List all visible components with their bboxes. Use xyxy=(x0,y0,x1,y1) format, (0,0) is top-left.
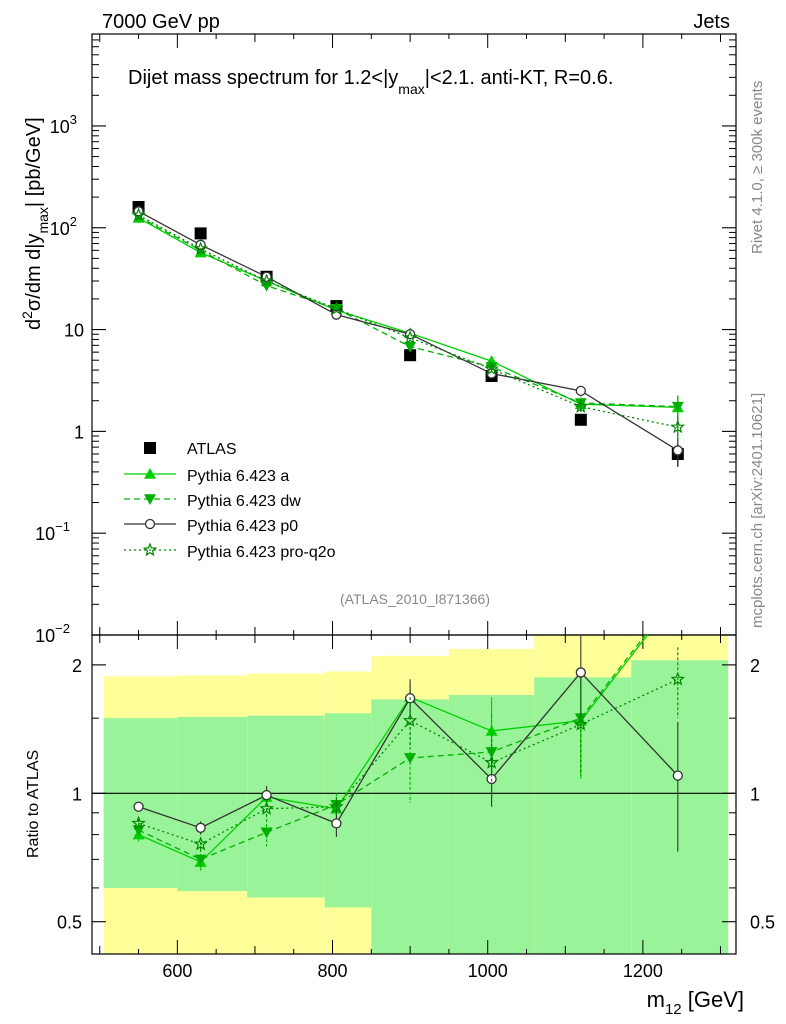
legend-marker-a xyxy=(144,468,156,479)
ratio-point-dw xyxy=(194,854,207,866)
ratio-point-pro xyxy=(670,671,686,686)
point-atlas xyxy=(574,413,587,426)
ratio-series-p0 xyxy=(133,635,683,852)
legend-label-a: Pythia 6.423 a xyxy=(187,468,289,485)
xtick-label: 600 xyxy=(162,961,192,981)
point-p0 xyxy=(672,445,683,456)
xtick-label: 1200 xyxy=(623,961,663,981)
side-label-mcplots: mcplots.cern.ch [arXiv:2401.10621] xyxy=(749,393,766,628)
point-p0 xyxy=(575,385,586,397)
ratio-point-pro xyxy=(573,716,589,731)
ratio-plot-frame xyxy=(91,634,737,955)
plot-title: Dijet mass spectrum for 1.2<|ymax|<2.1. … xyxy=(128,67,613,97)
main-ylabel: d2σ/dm d|ymax| [pb/GeV] xyxy=(19,117,51,330)
point-pro xyxy=(573,398,589,413)
ratio-point-dw xyxy=(485,747,498,758)
ratio-bands xyxy=(92,635,736,954)
main-ytick-label: 10 xyxy=(64,321,84,341)
ratio-ytick-label: 2 xyxy=(72,656,82,676)
ratio-point-dw xyxy=(404,753,417,764)
series-line-a xyxy=(138,217,678,409)
series-a xyxy=(132,211,684,423)
xtick-label: 1000 xyxy=(468,961,508,981)
ratio-point-pro xyxy=(329,799,344,813)
series-line-dw xyxy=(138,216,678,408)
ratio-point-p0 xyxy=(133,801,144,812)
ratio-point-p0 xyxy=(331,818,342,829)
point-pro xyxy=(484,361,499,376)
xtick-label: 800 xyxy=(318,961,348,981)
green-band-1 xyxy=(177,716,248,892)
point-dw xyxy=(671,401,684,413)
ratio-line-p0 xyxy=(138,671,679,829)
legend-marker-pro xyxy=(142,542,158,557)
legend-label-pro: Pythia 6.423 pro-q2o xyxy=(187,544,336,561)
main-ytick-label: 10−1 xyxy=(35,519,70,544)
ratio-point-pro xyxy=(402,713,418,727)
main-ytick-label: 1 xyxy=(74,422,84,442)
xlabel: m12 [GeV] xyxy=(647,987,744,1018)
point-pro xyxy=(670,419,686,434)
point-pro xyxy=(402,330,418,345)
ratio-point-pro xyxy=(131,815,146,830)
series-pro xyxy=(131,207,686,442)
ratio-ytick-label-right: 1 xyxy=(750,784,760,804)
ratio-point-pro xyxy=(484,754,499,769)
point-pro xyxy=(329,301,344,315)
ratio-line-dw xyxy=(138,635,647,861)
header-right: Jets xyxy=(693,11,730,33)
point-dw xyxy=(404,341,417,353)
legend-label-atlas: ATLAS xyxy=(187,441,237,458)
header-left: 7000 GeV pp xyxy=(102,11,220,33)
point-pro xyxy=(131,207,146,222)
series-dw xyxy=(132,212,684,422)
ratio-ylabel: Ratio to ATLAS xyxy=(25,750,42,858)
series-line-p0 xyxy=(138,210,679,451)
legend-label-p0: Pythia 6.423 p0 xyxy=(187,518,298,535)
ratio-point-dw xyxy=(260,827,273,839)
point-atlas xyxy=(404,349,417,362)
main-ytick-label: 10−2 xyxy=(35,621,70,646)
ratio-point-pro xyxy=(259,801,274,815)
legend-marker-dw xyxy=(144,494,156,505)
green-band-2 xyxy=(247,715,325,898)
legend: ATLAS Pythia 6.423 a Pythia 6.423 dw Pyt… xyxy=(124,441,336,561)
legend-label-dw: Pythia 6.423 dw xyxy=(187,493,301,510)
ratio-point-p0 xyxy=(575,667,586,678)
ratio-point-p0 xyxy=(195,822,206,833)
green-band-7 xyxy=(631,660,729,954)
main-ytick-label: 102 xyxy=(50,214,77,239)
main-ytick-label: 103 xyxy=(50,112,77,137)
green-band-3 xyxy=(324,713,372,908)
legend-marker-p0 xyxy=(144,518,156,530)
point-pro xyxy=(193,241,208,256)
ratio-point-p0 xyxy=(672,770,683,781)
ratio-line-a xyxy=(138,635,649,863)
analysis-watermark: (ATLAS_2010_I871366) xyxy=(340,591,490,607)
ratio-line-pro xyxy=(138,678,679,845)
ratio-ytick-label-right: 0.5 xyxy=(750,913,775,933)
ratio-ytick-label: 1 xyxy=(72,784,82,804)
ratio-ytick-label-right: 2 xyxy=(750,656,760,676)
point-pro xyxy=(259,273,274,288)
side-label-rivet: Rivet 4.1.0, ≥ 300k events xyxy=(749,81,766,254)
point-atlas xyxy=(194,227,207,240)
ratio-series-pro xyxy=(131,647,686,852)
series-line-pro xyxy=(138,214,678,428)
legend-marker-atlas xyxy=(144,442,156,454)
ratio-point-pro xyxy=(193,836,208,851)
ratio-point-p0 xyxy=(261,789,272,801)
ratio-ytick-label: 0.5 xyxy=(57,913,82,933)
